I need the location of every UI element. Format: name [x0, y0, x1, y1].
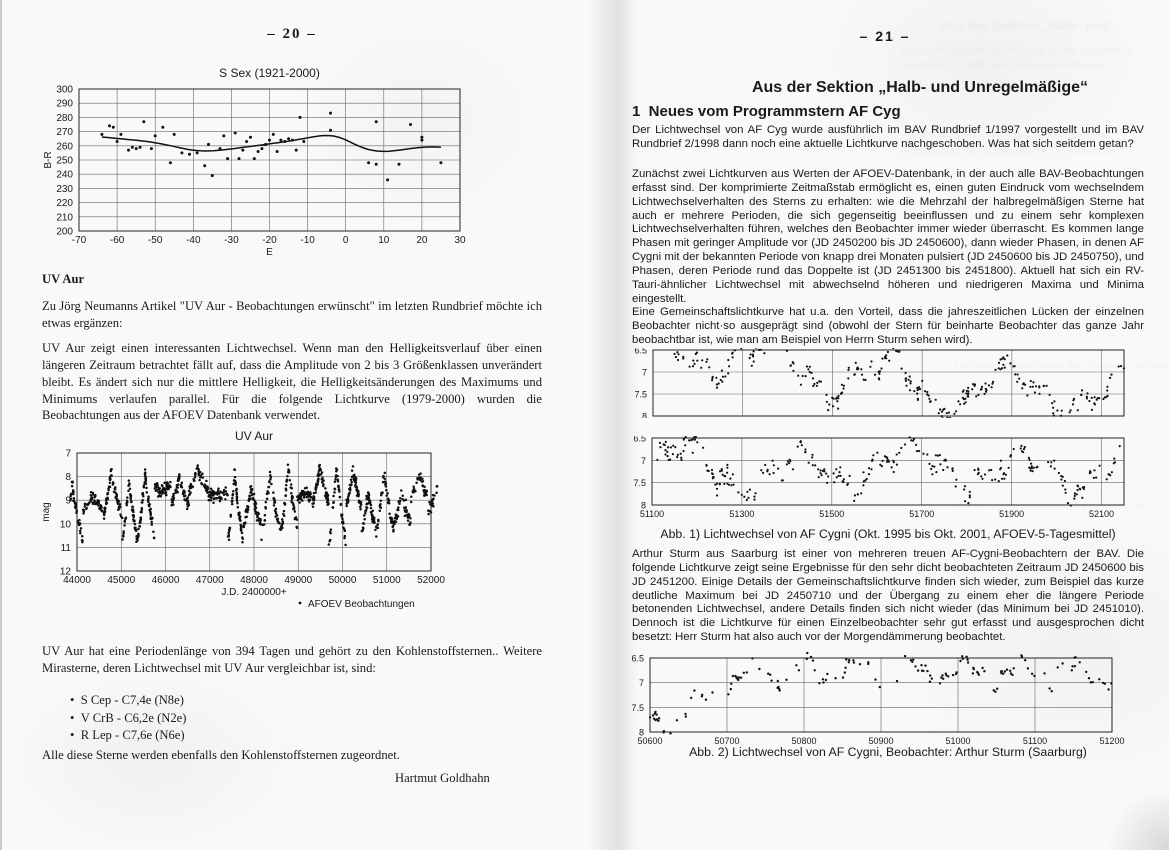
svg-text:0: 0: [343, 235, 349, 246]
svg-text:7: 7: [642, 368, 647, 378]
svg-text:51500: 51500: [819, 509, 844, 519]
svg-text:6.5: 6.5: [633, 436, 646, 444]
svg-text:50700: 50700: [714, 736, 739, 745]
svg-text:S Sex (1921-2000): S Sex (1921-2000): [219, 66, 320, 80]
svg-text:20: 20: [416, 235, 428, 246]
svg-text:-50: -50: [148, 235, 163, 246]
svg-text:51200: 51200: [1099, 736, 1124, 745]
svg-text:51300: 51300: [729, 509, 754, 519]
svg-text:-60: -60: [110, 235, 125, 246]
svg-text:51900: 51900: [999, 509, 1024, 519]
svg-text:51000: 51000: [945, 736, 970, 745]
svg-text:mag: mag: [41, 502, 52, 521]
svg-text:-30: -30: [224, 235, 239, 246]
svg-text:7.5: 7.5: [634, 390, 647, 400]
svg-text:7.5: 7.5: [631, 703, 644, 713]
svg-text:50900: 50900: [868, 736, 893, 745]
svg-text:6.5: 6.5: [634, 348, 647, 356]
svg-text:6.5: 6.5: [631, 654, 644, 664]
svg-text:7: 7: [641, 456, 646, 466]
svg-text:-10: -10: [300, 235, 315, 246]
svg-text:UV Aur: UV Aur: [235, 429, 273, 443]
svg-text:52000: 52000: [417, 575, 445, 586]
svg-text:47000: 47000: [196, 575, 224, 586]
svg-text:240: 240: [56, 170, 73, 181]
svg-text:50000: 50000: [329, 575, 357, 586]
svg-text:44000: 44000: [63, 575, 91, 586]
svg-text:51700: 51700: [909, 509, 934, 519]
svg-text:220: 220: [56, 198, 73, 209]
svg-text:7: 7: [65, 449, 71, 460]
svg-text:48000: 48000: [240, 575, 268, 586]
svg-text:51100: 51100: [640, 509, 664, 519]
svg-text:46000: 46000: [152, 575, 180, 586]
svg-text:11: 11: [61, 543, 72, 554]
svg-text:52100: 52100: [1089, 509, 1114, 519]
svg-text:230: 230: [56, 184, 73, 195]
svg-text:51000: 51000: [373, 575, 401, 586]
svg-text:E: E: [266, 247, 273, 258]
svg-text:250: 250: [56, 156, 73, 167]
svg-text:270: 270: [56, 127, 73, 138]
svg-text:50600: 50600: [637, 736, 662, 745]
svg-text:49000: 49000: [284, 575, 312, 586]
svg-text:45000: 45000: [107, 575, 135, 586]
svg-text:7.5: 7.5: [633, 478, 646, 488]
svg-text:-20: -20: [262, 235, 277, 246]
svg-text:B-R: B-R: [43, 151, 54, 168]
svg-text:10: 10: [60, 519, 72, 530]
svg-text:J.D. 2400000+: J.D. 2400000+: [221, 587, 286, 598]
svg-text:-40: -40: [186, 235, 201, 246]
svg-text:260: 260: [56, 141, 73, 152]
svg-text:290: 290: [56, 99, 73, 110]
svg-text:10: 10: [378, 235, 390, 246]
svg-text:8: 8: [65, 472, 71, 483]
svg-text:280: 280: [56, 113, 73, 124]
svg-text:8: 8: [642, 412, 647, 419]
svg-text:AFOEV Beobachtungen: AFOEV Beobachtungen: [308, 599, 415, 610]
svg-text:50800: 50800: [791, 736, 816, 745]
svg-text:51100: 51100: [1023, 736, 1047, 745]
svg-text:210: 210: [56, 212, 73, 223]
svg-text:30: 30: [454, 235, 466, 246]
svg-text:7: 7: [639, 678, 644, 688]
svg-text:300: 300: [56, 85, 73, 96]
svg-text:-70: -70: [72, 235, 87, 246]
